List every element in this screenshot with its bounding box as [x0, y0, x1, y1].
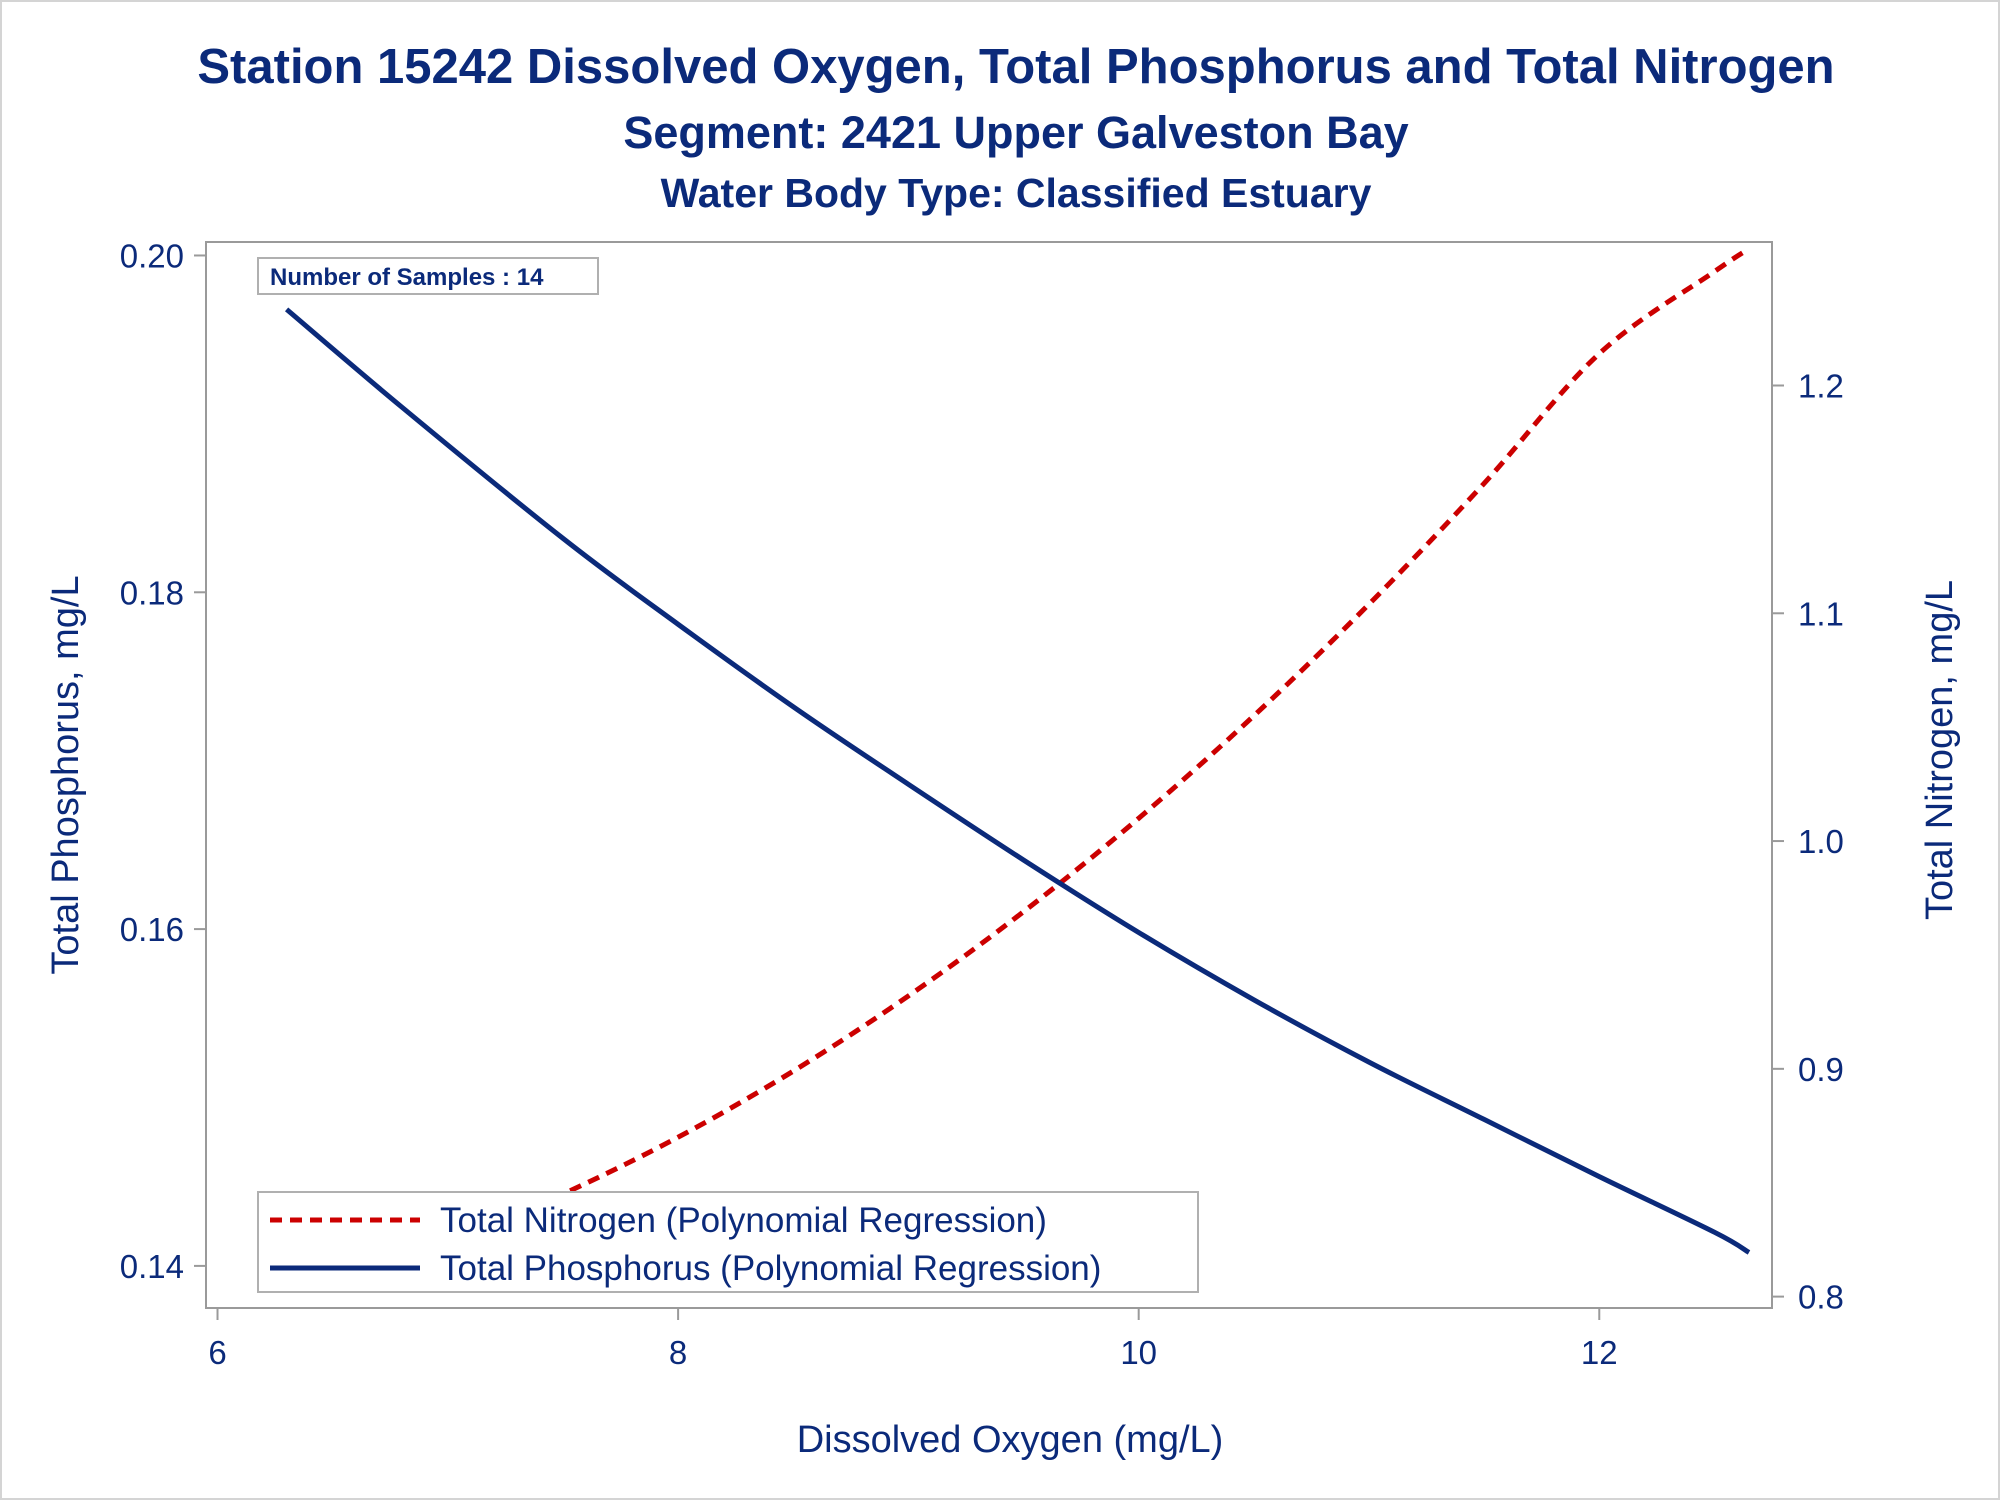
x-tick-label: 10	[1120, 1334, 1157, 1371]
y-right-tick-label: 1.1	[1798, 595, 1844, 632]
x-tick-label: 8	[669, 1334, 687, 1371]
y-axis-right-label: Total Nitrogen, mg/L	[1919, 580, 1961, 920]
series-layer	[284, 246, 1751, 1288]
y-left-tick-label: 0.18	[120, 574, 184, 611]
legend-box	[257, 1191, 1199, 1293]
sample-count-text: Number of Samples : 14	[270, 264, 544, 291]
y-right-tick-label: 1.2	[1798, 368, 1844, 405]
y-left-tick-label: 0.16	[120, 911, 184, 948]
y-left-tick-label: 0.20	[120, 237, 184, 274]
y-right-tick-label: 0.8	[1798, 1279, 1844, 1316]
series-line-total-nitrogen	[285, 246, 1751, 1288]
y-right-tick-label: 0.9	[1798, 1051, 1844, 1088]
chart-subtitle: Segment: 2421 Upper Galveston Bay	[623, 107, 1408, 158]
chart-title: Station 15242 Dissolved Oxygen, Total Ph…	[197, 40, 1834, 94]
x-tick-label: 12	[1581, 1334, 1618, 1371]
sample-count-inset: Number of Samples : 14	[257, 257, 599, 295]
plot-area	[205, 241, 1773, 1309]
y-left-tick-label: 0.14	[120, 1248, 184, 1285]
x-axis-label: Dissolved Oxygen (mg/L)	[797, 1419, 1224, 1461]
legend-label-phosphorus: Total Phosphorus (Polynomial Regression)	[440, 1249, 1101, 1288]
chart-subtitle-2: Water Body Type: Classified Estuary	[661, 170, 1372, 216]
legend-label-nitrogen: Total Nitrogen (Polynomial Regression)	[440, 1201, 1047, 1240]
x-tick-label: 6	[208, 1334, 226, 1371]
legend: Total Nitrogen (Polynomial Regression) T…	[257, 1191, 1199, 1293]
y-axis-left-label: Total Phosphorus, mg/L	[45, 575, 87, 974]
y-right-tick-label: 1.0	[1798, 823, 1844, 860]
series-line-total-phosphorus	[284, 307, 1751, 1255]
sample-count-box	[257, 257, 599, 295]
axes: 6 8 10 12 0.14 0.16 0.18 0.20 0.8 0.9 1.0 1.1 1.2	[120, 237, 1844, 1371]
